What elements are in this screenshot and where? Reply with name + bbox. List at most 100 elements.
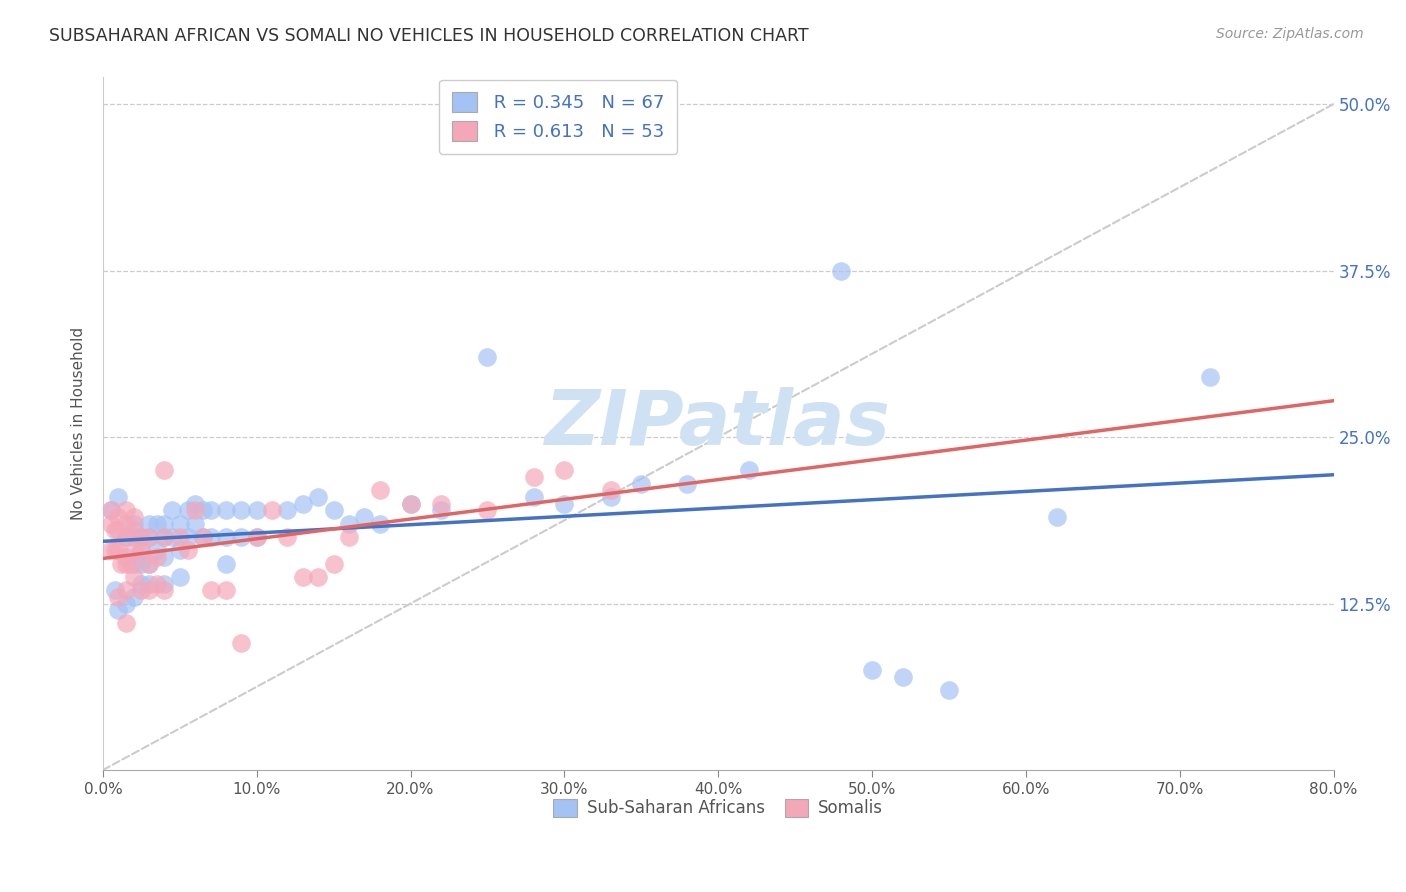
Point [104, 543, 127, 558]
Point [191, 530, 214, 544]
Point [107, 543, 129, 558]
Point [676, 476, 699, 491]
Text: ZIPatlas: ZIPatlas [546, 387, 891, 461]
Point [176, 530, 198, 544]
Point [153, 583, 176, 598]
Point [938, 683, 960, 698]
Point [104, 583, 127, 598]
Point [200, 583, 222, 598]
Point [368, 483, 391, 498]
Point [553, 497, 575, 511]
Point [353, 510, 375, 524]
Point [215, 503, 238, 517]
Point [122, 516, 145, 531]
Point [107, 523, 129, 537]
Point [131, 530, 153, 544]
Point [122, 543, 145, 558]
Point [138, 583, 160, 598]
Point [160, 503, 183, 517]
Point [120, 557, 142, 571]
Point [291, 570, 314, 584]
Point [122, 523, 145, 537]
Legend: Sub-Saharan Africans, Somalis: Sub-Saharan Africans, Somalis [547, 792, 890, 824]
Point [200, 530, 222, 544]
Point [122, 557, 145, 571]
Point [246, 503, 269, 517]
Point [115, 616, 138, 631]
Point [599, 483, 621, 498]
Point [276, 503, 298, 517]
Point [138, 530, 160, 544]
Point [131, 543, 153, 558]
Point [184, 497, 207, 511]
Point [215, 557, 238, 571]
Point [477, 350, 499, 364]
Point [184, 516, 207, 531]
Point [231, 503, 253, 517]
Point [138, 557, 160, 571]
Point [738, 463, 761, 477]
Point [337, 516, 360, 531]
Point [104, 523, 127, 537]
Point [138, 530, 160, 544]
Point [131, 576, 153, 591]
Point [115, 549, 138, 564]
Point [307, 570, 329, 584]
Point [107, 590, 129, 604]
Point [322, 557, 344, 571]
Point [100, 543, 122, 558]
Point [215, 583, 238, 598]
Point [246, 530, 269, 544]
Point [145, 543, 167, 558]
Point [830, 263, 852, 277]
Point [153, 516, 176, 531]
Point [122, 530, 145, 544]
Point [200, 503, 222, 517]
Point [307, 490, 329, 504]
Point [100, 503, 122, 517]
Point [291, 497, 314, 511]
Point [115, 516, 138, 531]
Point [110, 557, 132, 571]
Point [1199, 370, 1222, 384]
Point [231, 636, 253, 650]
Point [131, 557, 153, 571]
Point [176, 503, 198, 517]
Point [430, 503, 453, 517]
Point [262, 503, 284, 517]
Point [100, 516, 122, 531]
Point [131, 583, 153, 598]
Point [131, 543, 153, 558]
Point [231, 530, 253, 544]
Point [160, 530, 183, 544]
Point [138, 576, 160, 591]
Point [153, 549, 176, 564]
Point [399, 497, 422, 511]
Point [860, 663, 883, 677]
Point [138, 516, 160, 531]
Point [169, 530, 191, 544]
Point [153, 576, 176, 591]
Point [122, 510, 145, 524]
Point [399, 497, 422, 511]
Point [191, 503, 214, 517]
Text: SUBSAHARAN AFRICAN VS SOMALI NO VEHICLES IN HOUSEHOLD CORRELATION CHART: SUBSAHARAN AFRICAN VS SOMALI NO VEHICLES… [49, 27, 808, 45]
Point [337, 530, 360, 544]
Point [169, 543, 191, 558]
Point [107, 603, 129, 617]
Point [145, 576, 167, 591]
Point [122, 590, 145, 604]
Point [145, 516, 167, 531]
Point [169, 516, 191, 531]
Point [246, 530, 269, 544]
Point [184, 503, 207, 517]
Point [368, 516, 391, 531]
Point [115, 597, 138, 611]
Point [169, 570, 191, 584]
Point [115, 530, 138, 544]
Point [138, 557, 160, 571]
Point [322, 503, 344, 517]
Point [153, 463, 176, 477]
Point [107, 490, 129, 504]
Point [153, 530, 176, 544]
